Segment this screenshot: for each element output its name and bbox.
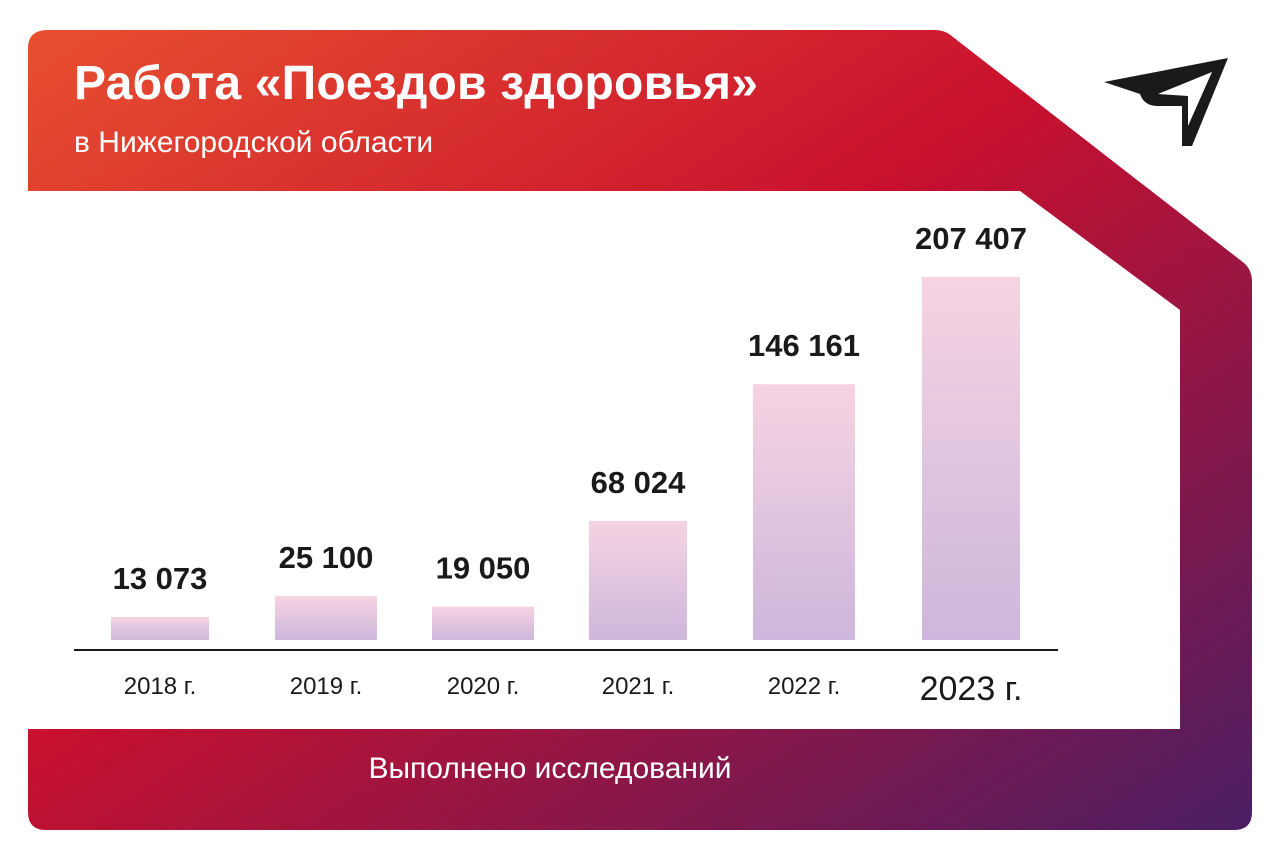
x-tick-label: 2021 г. [602,673,675,700]
bar-2020 [432,606,534,640]
content-panel [28,191,1180,729]
value-label: 25 100 [279,540,374,575]
value-label: 68 024 [591,465,687,500]
x-tick-label: 2022 г. [768,673,841,700]
bar-2023 [922,277,1020,640]
bar-2021 [589,520,687,640]
value-label: 207 407 [915,221,1027,256]
x-tick-labels-layer: 2018 г. 2019 г. 2020 г. 2021 г. 2022 г. 2023 … [124,670,1023,708]
bar-2022 [753,384,855,640]
bar-2019 [275,596,377,640]
bars-layer [111,277,1020,640]
value-label: 146 161 [748,328,860,363]
x-tick-label: 2019 г. [290,673,363,700]
arrow-logo-icon [1104,58,1228,146]
value-label: 13 073 [113,561,208,596]
page-subtitle: в Нижегородской области [74,126,434,159]
x-tick-label: 2020 г. [447,673,520,700]
footer-label: Выполнено исследований [368,752,732,785]
x-tick-label: 2018 г. [124,673,197,700]
value-label: 19 050 [436,551,531,586]
page-title: Работа «Поездов здоровья» [74,57,759,110]
bar-2018 [111,617,209,640]
x-tick-label: 2023 г. [920,670,1023,708]
value-labels-layer: 13 073 25 100 19 050 68 024 146 161 207 407 [113,221,1027,596]
